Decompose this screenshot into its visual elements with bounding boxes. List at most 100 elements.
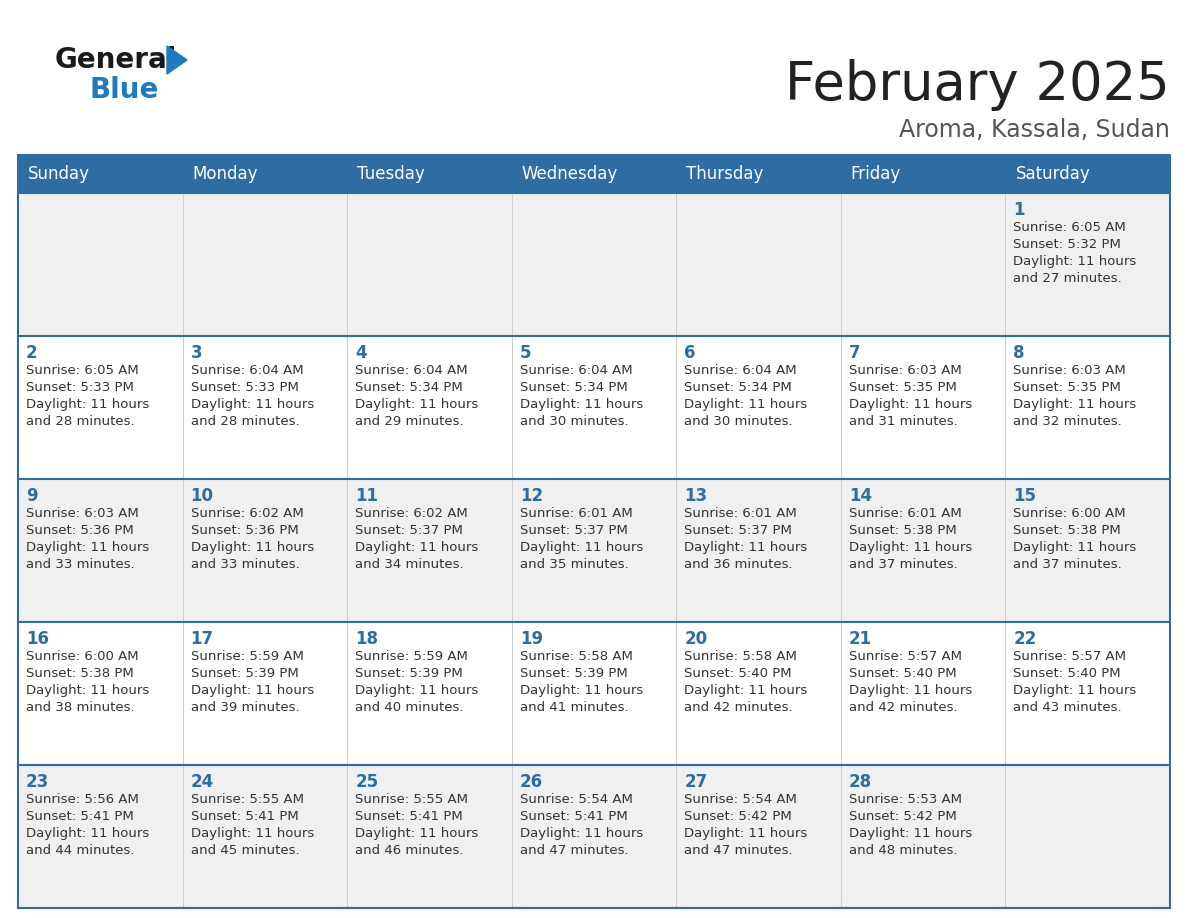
Text: and 37 minutes.: and 37 minutes. bbox=[849, 558, 958, 571]
Bar bbox=[18, 155, 1170, 193]
Text: 7: 7 bbox=[849, 344, 860, 362]
Text: 20: 20 bbox=[684, 630, 707, 648]
Text: General: General bbox=[55, 46, 177, 74]
Text: Sunset: 5:38 PM: Sunset: 5:38 PM bbox=[26, 667, 134, 680]
Text: Daylight: 11 hours: Daylight: 11 hours bbox=[519, 541, 643, 554]
Text: and 27 minutes.: and 27 minutes. bbox=[1013, 272, 1123, 285]
Text: and 44 minutes.: and 44 minutes. bbox=[26, 844, 134, 857]
Text: Daylight: 11 hours: Daylight: 11 hours bbox=[849, 541, 972, 554]
Text: 25: 25 bbox=[355, 773, 378, 791]
Text: Sunrise: 6:04 AM: Sunrise: 6:04 AM bbox=[355, 364, 468, 377]
Text: and 47 minutes.: and 47 minutes. bbox=[684, 844, 792, 857]
Text: Sunset: 5:38 PM: Sunset: 5:38 PM bbox=[1013, 524, 1121, 537]
Text: Sunrise: 5:54 AM: Sunrise: 5:54 AM bbox=[684, 793, 797, 806]
Bar bbox=[18, 336, 1170, 479]
Text: and 33 minutes.: and 33 minutes. bbox=[190, 558, 299, 571]
Text: Sunset: 5:38 PM: Sunset: 5:38 PM bbox=[849, 524, 956, 537]
Text: Daylight: 11 hours: Daylight: 11 hours bbox=[849, 827, 972, 840]
Text: Sunset: 5:36 PM: Sunset: 5:36 PM bbox=[190, 524, 298, 537]
Text: Sunrise: 6:01 AM: Sunrise: 6:01 AM bbox=[849, 507, 961, 520]
Text: Sunrise: 5:53 AM: Sunrise: 5:53 AM bbox=[849, 793, 962, 806]
Text: and 47 minutes.: and 47 minutes. bbox=[519, 844, 628, 857]
Text: 15: 15 bbox=[1013, 487, 1036, 505]
Text: Aroma, Kassala, Sudan: Aroma, Kassala, Sudan bbox=[899, 118, 1170, 142]
Text: Sunset: 5:42 PM: Sunset: 5:42 PM bbox=[849, 810, 956, 823]
Text: Sunrise: 5:55 AM: Sunrise: 5:55 AM bbox=[355, 793, 468, 806]
Text: 24: 24 bbox=[190, 773, 214, 791]
Text: Sunrise: 5:56 AM: Sunrise: 5:56 AM bbox=[26, 793, 139, 806]
Text: Sunset: 5:40 PM: Sunset: 5:40 PM bbox=[1013, 667, 1121, 680]
Text: Sunrise: 5:54 AM: Sunrise: 5:54 AM bbox=[519, 793, 632, 806]
Text: Sunset: 5:33 PM: Sunset: 5:33 PM bbox=[26, 381, 134, 394]
Text: Sunrise: 5:55 AM: Sunrise: 5:55 AM bbox=[190, 793, 304, 806]
Text: and 40 minutes.: and 40 minutes. bbox=[355, 701, 463, 714]
Text: and 42 minutes.: and 42 minutes. bbox=[684, 701, 792, 714]
Text: Daylight: 11 hours: Daylight: 11 hours bbox=[1013, 398, 1137, 411]
Text: Thursday: Thursday bbox=[687, 165, 764, 183]
Text: and 33 minutes.: and 33 minutes. bbox=[26, 558, 134, 571]
Text: 26: 26 bbox=[519, 773, 543, 791]
Text: 5: 5 bbox=[519, 344, 531, 362]
Text: Sunset: 5:35 PM: Sunset: 5:35 PM bbox=[1013, 381, 1121, 394]
Text: 17: 17 bbox=[190, 630, 214, 648]
Text: Sunrise: 6:02 AM: Sunrise: 6:02 AM bbox=[355, 507, 468, 520]
Text: and 39 minutes.: and 39 minutes. bbox=[190, 701, 299, 714]
Text: Sunrise: 6:00 AM: Sunrise: 6:00 AM bbox=[1013, 507, 1126, 520]
Text: Sunset: 5:37 PM: Sunset: 5:37 PM bbox=[684, 524, 792, 537]
Bar bbox=[18, 622, 1170, 765]
Text: and 30 minutes.: and 30 minutes. bbox=[684, 415, 792, 428]
Text: Sunset: 5:39 PM: Sunset: 5:39 PM bbox=[519, 667, 627, 680]
Text: Daylight: 11 hours: Daylight: 11 hours bbox=[26, 398, 150, 411]
Text: Sunset: 5:35 PM: Sunset: 5:35 PM bbox=[849, 381, 956, 394]
Text: 6: 6 bbox=[684, 344, 696, 362]
Text: 14: 14 bbox=[849, 487, 872, 505]
Text: and 42 minutes.: and 42 minutes. bbox=[849, 701, 958, 714]
Text: 1: 1 bbox=[1013, 201, 1025, 219]
Text: Daylight: 11 hours: Daylight: 11 hours bbox=[26, 684, 150, 697]
Text: Sunset: 5:41 PM: Sunset: 5:41 PM bbox=[355, 810, 463, 823]
Text: Sunset: 5:39 PM: Sunset: 5:39 PM bbox=[355, 667, 463, 680]
Bar bbox=[18, 479, 1170, 622]
Text: 22: 22 bbox=[1013, 630, 1037, 648]
Text: Sunrise: 6:05 AM: Sunrise: 6:05 AM bbox=[26, 364, 139, 377]
Text: Sunrise: 6:01 AM: Sunrise: 6:01 AM bbox=[684, 507, 797, 520]
Text: Sunrise: 6:04 AM: Sunrise: 6:04 AM bbox=[519, 364, 632, 377]
Text: Sunrise: 6:04 AM: Sunrise: 6:04 AM bbox=[684, 364, 797, 377]
Text: and 36 minutes.: and 36 minutes. bbox=[684, 558, 792, 571]
Text: and 46 minutes.: and 46 minutes. bbox=[355, 844, 463, 857]
Text: Sunrise: 6:05 AM: Sunrise: 6:05 AM bbox=[1013, 221, 1126, 234]
Text: Daylight: 11 hours: Daylight: 11 hours bbox=[519, 398, 643, 411]
Text: 21: 21 bbox=[849, 630, 872, 648]
Text: Daylight: 11 hours: Daylight: 11 hours bbox=[26, 541, 150, 554]
Text: Sunrise: 5:57 AM: Sunrise: 5:57 AM bbox=[1013, 650, 1126, 663]
Text: Daylight: 11 hours: Daylight: 11 hours bbox=[684, 398, 808, 411]
Text: Blue: Blue bbox=[90, 76, 159, 104]
Text: and 38 minutes.: and 38 minutes. bbox=[26, 701, 134, 714]
Text: Sunset: 5:36 PM: Sunset: 5:36 PM bbox=[26, 524, 134, 537]
Text: February 2025: February 2025 bbox=[785, 59, 1170, 111]
Text: 13: 13 bbox=[684, 487, 707, 505]
Text: Sunrise: 5:59 AM: Sunrise: 5:59 AM bbox=[190, 650, 303, 663]
Text: Sunrise: 5:58 AM: Sunrise: 5:58 AM bbox=[684, 650, 797, 663]
Text: and 41 minutes.: and 41 minutes. bbox=[519, 701, 628, 714]
Text: Sunset: 5:34 PM: Sunset: 5:34 PM bbox=[355, 381, 463, 394]
Text: and 31 minutes.: and 31 minutes. bbox=[849, 415, 958, 428]
Text: Daylight: 11 hours: Daylight: 11 hours bbox=[1013, 255, 1137, 268]
Text: Sunset: 5:41 PM: Sunset: 5:41 PM bbox=[190, 810, 298, 823]
Text: Sunset: 5:40 PM: Sunset: 5:40 PM bbox=[849, 667, 956, 680]
Text: Sunset: 5:39 PM: Sunset: 5:39 PM bbox=[190, 667, 298, 680]
Text: Daylight: 11 hours: Daylight: 11 hours bbox=[355, 827, 479, 840]
Text: and 28 minutes.: and 28 minutes. bbox=[190, 415, 299, 428]
Text: Daylight: 11 hours: Daylight: 11 hours bbox=[355, 541, 479, 554]
Text: Daylight: 11 hours: Daylight: 11 hours bbox=[190, 398, 314, 411]
Text: 27: 27 bbox=[684, 773, 708, 791]
Text: Monday: Monday bbox=[192, 165, 258, 183]
Text: Sunrise: 6:03 AM: Sunrise: 6:03 AM bbox=[1013, 364, 1126, 377]
Text: Sunset: 5:34 PM: Sunset: 5:34 PM bbox=[519, 381, 627, 394]
Text: 19: 19 bbox=[519, 630, 543, 648]
Text: and 43 minutes.: and 43 minutes. bbox=[1013, 701, 1121, 714]
Text: and 48 minutes.: and 48 minutes. bbox=[849, 844, 958, 857]
Text: Sunrise: 6:02 AM: Sunrise: 6:02 AM bbox=[190, 507, 303, 520]
Text: Wednesday: Wednesday bbox=[522, 165, 618, 183]
Text: and 30 minutes.: and 30 minutes. bbox=[519, 415, 628, 428]
